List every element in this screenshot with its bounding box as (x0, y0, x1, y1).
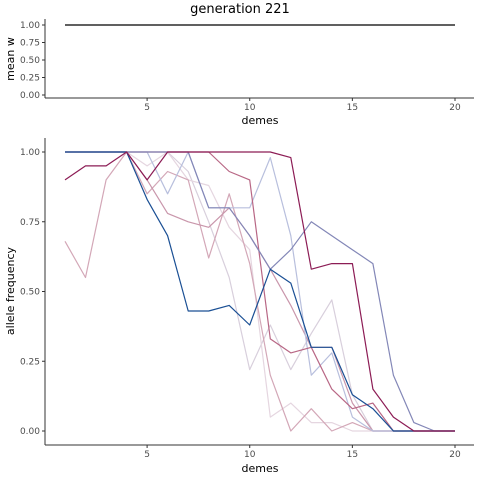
bottom-series-line-4 (65, 151, 455, 432)
bottom-y-tick-label: 0.75 (20, 218, 40, 228)
top-y-tick-label: 1.00 (20, 21, 40, 31)
bottom-series-line-8 (65, 151, 455, 432)
bottom-x-axis-label: demes (242, 462, 279, 475)
bottom-series-line-2 (65, 151, 455, 432)
bottom-series-line-9 (64, 151, 455, 432)
top-y-tick-label: 0.00 (20, 91, 40, 101)
bottom-series-lines (64, 151, 455, 432)
top-y-tick-label: 0.50 (20, 56, 40, 66)
bottom-series-line-1 (65, 151, 455, 432)
top-x-tick-label: 5 (144, 103, 150, 113)
bottom-series-line-7 (65, 151, 455, 432)
top-x-axis-label: demes (242, 114, 279, 127)
top-x-tick-label: 20 (449, 103, 461, 113)
bottom-axis-ticks: 5 10 15 20 0.00 0.25 0.50 0.75 1.00 (20, 148, 461, 460)
mean-w-panel: 5 10 15 20 0.00 0.25 0.50 0.75 1.00 demes mean w (4, 19, 474, 127)
bottom-x-tick-label: 20 (449, 450, 461, 460)
allele-frequency-panel: 5 10 15 20 0.00 0.25 0.50 0.75 1.00 demes allele… (4, 138, 474, 475)
bottom-y-tick-label: 0.50 (20, 288, 40, 298)
top-x-tick-label: 15 (347, 103, 358, 113)
top-axis-ticks: 5 10 15 20 0.00 0.25 0.50 0.75 1.00 (20, 21, 461, 113)
top-y-tick-label: 0.25 (20, 74, 40, 84)
bottom-y-tick-label: 0.00 (20, 427, 40, 437)
bottom-y-axis-label: allele frequency (4, 246, 17, 335)
bottom-x-tick-label: 15 (347, 450, 358, 460)
top-x-tick-label: 10 (244, 103, 256, 113)
bottom-y-tick-label: 1.00 (20, 148, 40, 158)
top-y-tick-label: 0.75 (20, 39, 40, 49)
bottom-x-tick-label: 5 (144, 450, 150, 460)
bottom-y-tick-label: 0.25 (20, 357, 40, 367)
chart-title: generation 221 (190, 2, 290, 17)
top-y-axis-label: mean w (4, 37, 17, 81)
bottom-series-line-6 (65, 151, 455, 432)
bottom-x-tick-label: 10 (244, 450, 256, 460)
bottom-series-line-3 (64, 151, 455, 432)
bottom-series-line-5 (65, 151, 455, 432)
